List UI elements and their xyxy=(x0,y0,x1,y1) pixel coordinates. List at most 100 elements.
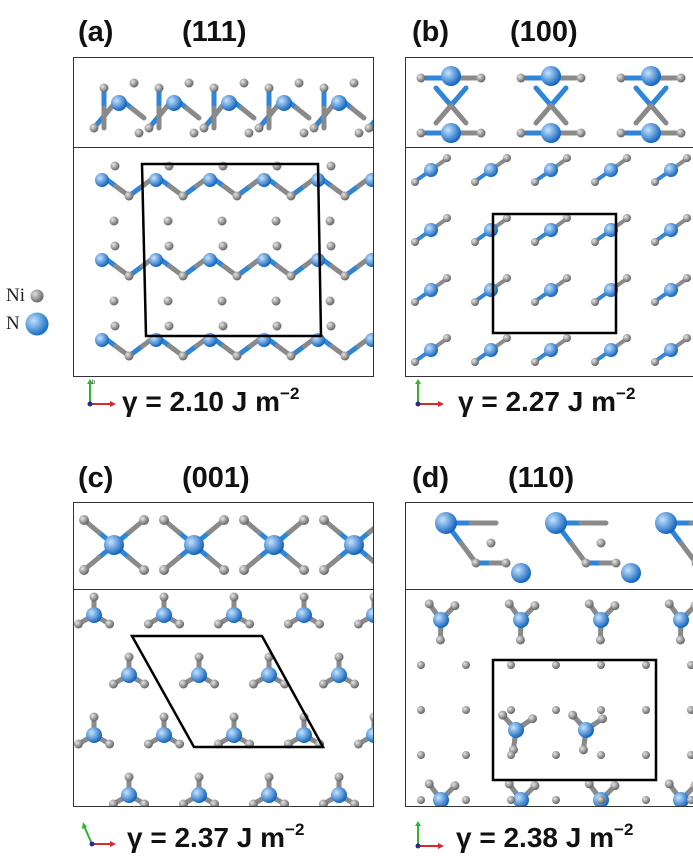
ni-atom xyxy=(503,214,511,222)
ni-atom xyxy=(563,154,571,162)
ni-atom xyxy=(683,334,691,342)
ni-atom xyxy=(443,154,451,162)
n-atom xyxy=(604,223,618,237)
ni-atom xyxy=(79,515,89,525)
n-atom xyxy=(604,283,618,297)
n-atom xyxy=(366,727,373,743)
ni-atom xyxy=(299,565,309,575)
unit-cell-outline xyxy=(140,162,323,338)
ni-atom xyxy=(105,619,115,629)
ni-atom xyxy=(124,652,134,662)
ni-atom xyxy=(598,714,608,724)
ni-atom xyxy=(178,799,188,806)
ni-atom xyxy=(217,216,227,226)
ni-atom xyxy=(443,214,451,222)
ni-atom xyxy=(239,515,249,525)
ni-atom xyxy=(144,123,154,133)
ni-atom xyxy=(676,128,686,138)
ni-atom xyxy=(232,191,242,201)
ni-atom xyxy=(591,358,599,366)
n-atom xyxy=(424,163,438,177)
ni-atom xyxy=(435,635,445,645)
ni-atom xyxy=(683,214,691,222)
n-atom xyxy=(261,787,277,803)
ni-atom xyxy=(264,772,274,782)
n-atom xyxy=(95,333,109,347)
ni-atom xyxy=(159,712,169,722)
ni-atom xyxy=(552,796,560,804)
ni-atom xyxy=(124,191,134,201)
ni-atom xyxy=(516,128,526,138)
ni-atom xyxy=(209,83,219,93)
ni-atom xyxy=(476,73,486,83)
panel-c-side-view xyxy=(73,502,374,590)
n-atom xyxy=(511,563,531,583)
n-atom xyxy=(664,223,678,237)
panel-c-surface-energy: γ = 2.37 J m−2 xyxy=(127,820,305,853)
ni-atom xyxy=(651,238,659,246)
ni-atom xyxy=(159,515,169,525)
ni-atom xyxy=(462,661,470,669)
ni-atom xyxy=(105,739,115,749)
ni-atom xyxy=(217,296,227,306)
ni-atom xyxy=(443,274,451,282)
ni-atom xyxy=(134,128,144,138)
ni-atom xyxy=(591,298,599,306)
ni-atom xyxy=(272,377,281,378)
ni-atom xyxy=(443,334,451,342)
legend-n-label: N xyxy=(6,313,20,334)
ni-atom xyxy=(528,714,538,724)
n-atom xyxy=(604,343,618,357)
ni-atom xyxy=(140,799,150,806)
n-atom xyxy=(433,792,449,806)
n-atom xyxy=(86,607,102,623)
ni-atom xyxy=(124,772,134,782)
ni-atom xyxy=(218,377,227,378)
ni-atom xyxy=(597,661,605,669)
ni-atom xyxy=(503,334,511,342)
n-atom xyxy=(544,163,558,177)
n-atom xyxy=(226,607,242,623)
n-atom xyxy=(203,173,217,187)
ni-atom xyxy=(318,799,328,806)
ni-atom xyxy=(108,799,118,806)
n-atom xyxy=(484,343,498,357)
n-atom xyxy=(191,787,207,803)
axis-triad-icon xyxy=(415,379,444,407)
n-atom xyxy=(435,512,457,534)
ni-atom xyxy=(611,558,621,568)
ni-atom xyxy=(462,796,470,804)
ni-atom xyxy=(597,706,605,714)
ni-atom xyxy=(189,128,199,138)
ni-atom xyxy=(687,751,693,759)
ni-atom xyxy=(299,128,309,138)
n-atom xyxy=(261,667,277,683)
ni-atom xyxy=(210,799,220,806)
ni-atom xyxy=(175,739,185,749)
ni-atom xyxy=(552,706,560,714)
n-atom xyxy=(621,563,641,583)
ni-atom xyxy=(124,351,134,361)
ni-atom xyxy=(178,679,188,689)
panel-d-top-view xyxy=(405,589,693,807)
panel-b-side-view xyxy=(405,57,693,148)
ni-atom xyxy=(129,78,139,88)
n-atom xyxy=(149,173,163,187)
ni-atom xyxy=(417,661,425,669)
ni-atom xyxy=(178,191,188,201)
panel-a-letter: (a) xyxy=(78,16,114,48)
ni-atom xyxy=(340,351,350,361)
n-atom xyxy=(257,253,271,267)
ni-atom xyxy=(364,123,373,133)
panel-c-letter: (c) xyxy=(78,462,114,494)
ni-atom xyxy=(687,706,693,714)
panel-b-plane: (100) xyxy=(510,16,578,48)
ni-atom xyxy=(164,241,174,251)
ni-atom xyxy=(163,296,173,306)
n-atom xyxy=(149,253,163,267)
ni-atom xyxy=(531,178,539,186)
ni-atom xyxy=(516,73,526,83)
n-atom xyxy=(296,727,312,743)
ni-atom xyxy=(79,565,89,575)
n-atom xyxy=(544,283,558,297)
